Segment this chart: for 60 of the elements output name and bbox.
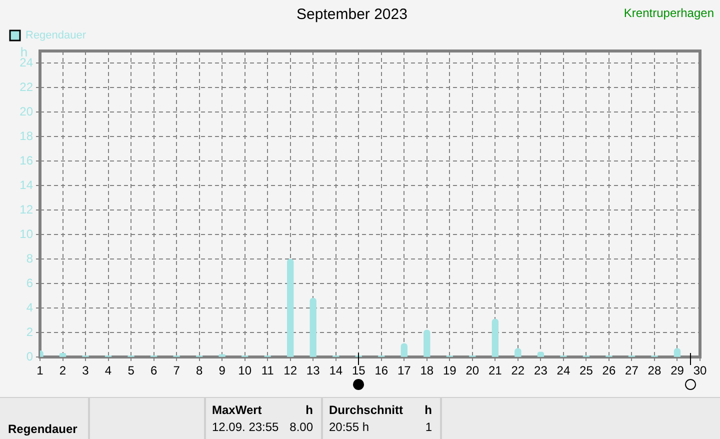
text: MaxWert [212, 403, 262, 417]
x-tick-label: 4 [104, 364, 112, 378]
text: h [306, 403, 313, 417]
y-tick-label: 0 [26, 349, 34, 364]
x-tick-label: 5 [128, 364, 135, 378]
bar [492, 318, 499, 357]
x-tick-label: 2 [59, 364, 66, 378]
x-tick-label: 3 [82, 364, 90, 378]
y-tick-label: 12 [20, 202, 34, 216]
x-tick-label: 30 [693, 364, 707, 378]
x-tick-label: 7 [173, 364, 180, 378]
x-tick-label: 13 [306, 364, 320, 378]
y-tick-label: 8 [26, 251, 34, 266]
x-tick-label: 16 [374, 364, 388, 378]
text: Regendauer [8, 422, 78, 436]
y-tick-label: 20 [20, 104, 34, 119]
y-tick-label: 14 [20, 178, 34, 192]
x-tick-label: 10 [238, 364, 252, 378]
text: Krentruperhagen [624, 6, 714, 20]
bar [287, 258, 294, 357]
text: h [424, 403, 432, 417]
text: 8.00 [290, 420, 313, 434]
y-tick-label: 10 [20, 226, 34, 241]
x-tick-label: 12 [284, 364, 298, 378]
x-tick-label: 17 [397, 364, 412, 378]
x-tick-label: 22 [511, 364, 525, 378]
x-tick-label: 24 [556, 364, 570, 378]
x-tick-label: 6 [150, 364, 158, 378]
x-tick-label: 14 [329, 364, 343, 378]
bar [310, 298, 316, 357]
text: 1 [425, 420, 432, 434]
text: Durchschnitt [329, 403, 404, 417]
x-tick-label: 20 [466, 364, 480, 378]
y-tick-label: 22 [20, 80, 34, 94]
x-tick-label: 19 [442, 364, 457, 378]
x-tick-label: 25 [580, 364, 594, 378]
x-tick-label: 15 [352, 364, 366, 378]
chart-title: September 2023 [296, 6, 408, 24]
x-tick-label: 18 [420, 364, 434, 378]
x-tick-label: 9 [218, 364, 226, 378]
x-tick-label: 1 [36, 364, 44, 378]
bar [424, 330, 430, 357]
y-tick-label: 2 [26, 324, 34, 339]
x-tick-label: 11 [261, 364, 274, 378]
x-tick-label: 28 [648, 364, 662, 378]
text: 12.09. 23:55 [212, 420, 279, 434]
y-tick-label: 18 [20, 128, 34, 143]
x-tick-label: 29 [670, 364, 684, 378]
x-tick-label: 21 [488, 364, 502, 378]
x-tick-label: 23 [534, 364, 548, 378]
bar [400, 343, 408, 357]
x-tick-label: 8 [196, 364, 203, 378]
y-tick-label: 4 [26, 300, 34, 314]
x-tick-label: 26 [602, 364, 616, 378]
text: 20:55 h [329, 420, 370, 434]
y-tick-label: 6 [26, 276, 34, 290]
x-tick-label: 27 [625, 364, 639, 378]
y-tick-label: 24 [20, 56, 34, 70]
legend-label: Regendauer [26, 30, 86, 42]
y-tick-label: 16 [20, 153, 34, 168]
